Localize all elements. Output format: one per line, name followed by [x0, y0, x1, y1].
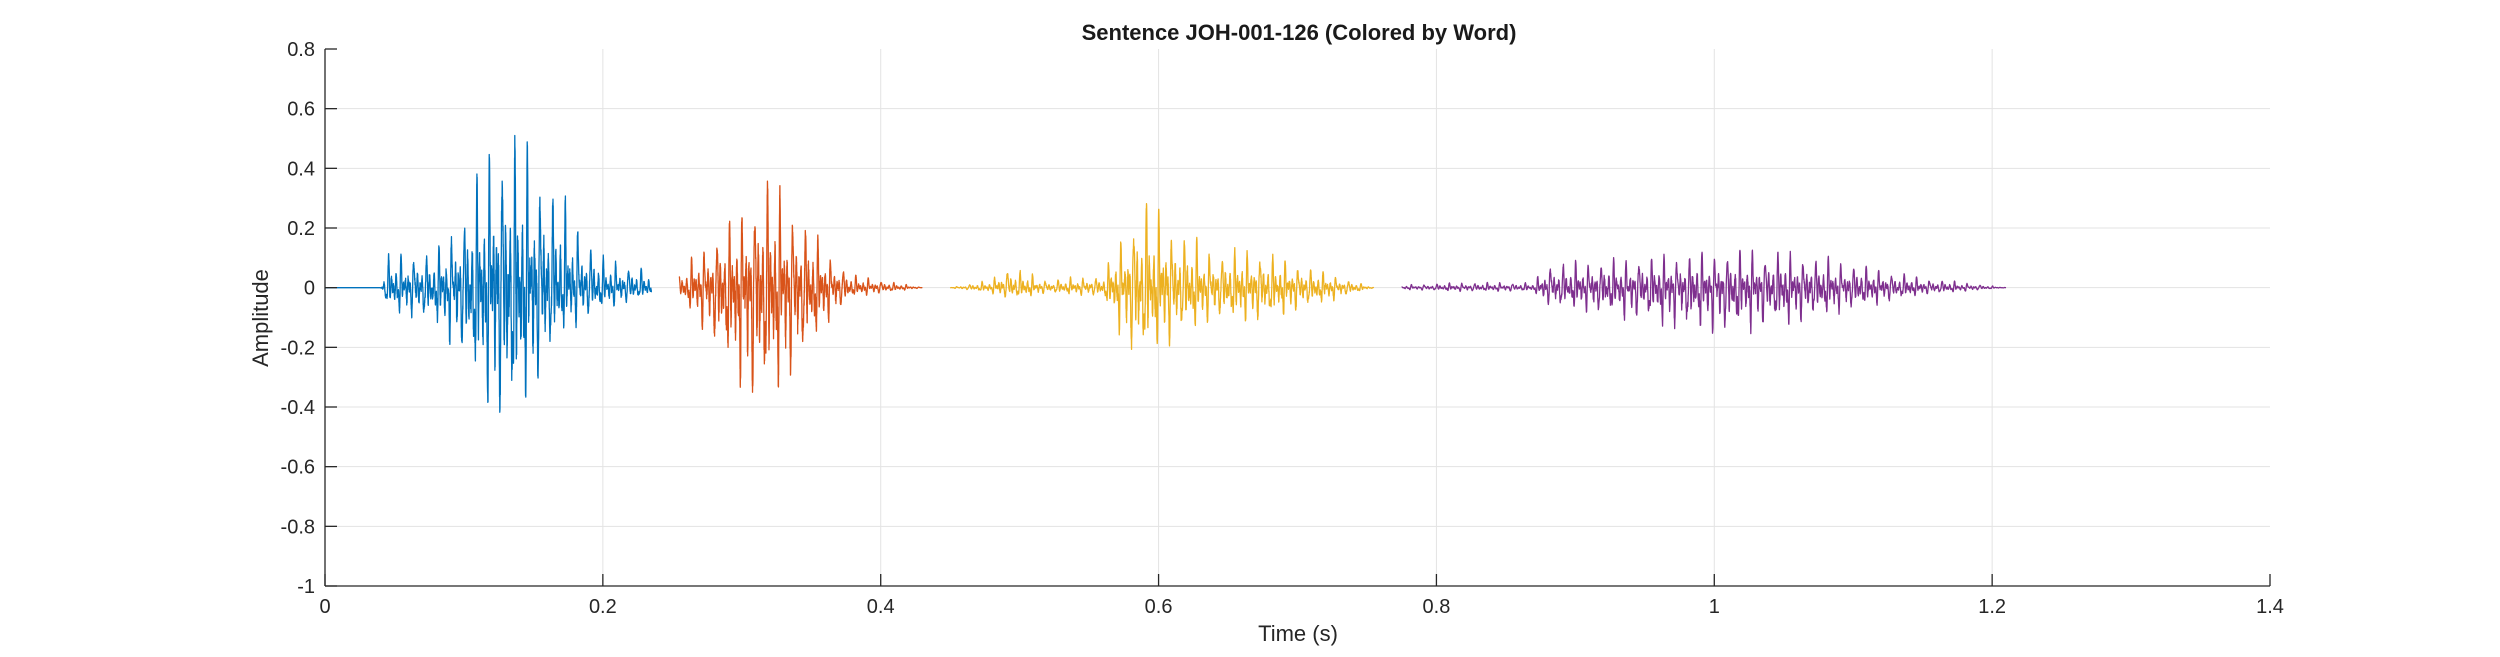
y-tick-label: 0 — [304, 278, 315, 300]
x-axis-label: Time (s) — [1258, 621, 1338, 646]
y-tick-label: 0.8 — [287, 39, 315, 61]
y-tick-label: -0.4 — [281, 397, 315, 419]
y-tick-labels: -1 -0.8 -0.6 -0.4 -0.2 0 0.2 0.4 0.6 0.8 — [281, 39, 315, 598]
y-tick-label: -1 — [297, 576, 315, 598]
waveform-segment-4 — [1401, 249, 2007, 335]
y-tick-label: 0.6 — [287, 99, 315, 121]
y-tick-label: -0.8 — [281, 516, 315, 538]
x-tick-labels: 0 0.2 0.4 0.6 0.8 1 1.2 1.4 — [319, 596, 2283, 618]
waveform-segment-3 — [949, 203, 1375, 350]
plot-area — [325, 49, 2270, 586]
x-tick-label: 0 — [319, 596, 330, 618]
y-tick-label: -0.2 — [281, 337, 315, 359]
y-axis-label: Amplitude — [248, 269, 273, 367]
x-tick-label: 1.2 — [1978, 596, 2006, 618]
series-layer — [324, 134, 2007, 413]
x-tick-label: 0.8 — [1423, 596, 1451, 618]
chart-title: Sentence JOH-001-126 (Colored by Word) — [1082, 20, 1517, 45]
x-tick-label: 0.6 — [1145, 596, 1173, 618]
waveform-segment-2 — [678, 180, 923, 393]
y-tick-label: -0.6 — [281, 457, 315, 479]
y-tick-label: 0.2 — [287, 218, 315, 240]
x-tick-label: 1.4 — [2256, 596, 2284, 618]
x-tick-label: 0.2 — [589, 596, 617, 618]
waveform-segment-1 — [324, 134, 653, 413]
y-tick-label: 0.4 — [287, 158, 315, 180]
x-tick-label: 1 — [1709, 596, 1720, 618]
x-tick-label: 0.4 — [867, 596, 895, 618]
axes — [324, 48, 2271, 587]
